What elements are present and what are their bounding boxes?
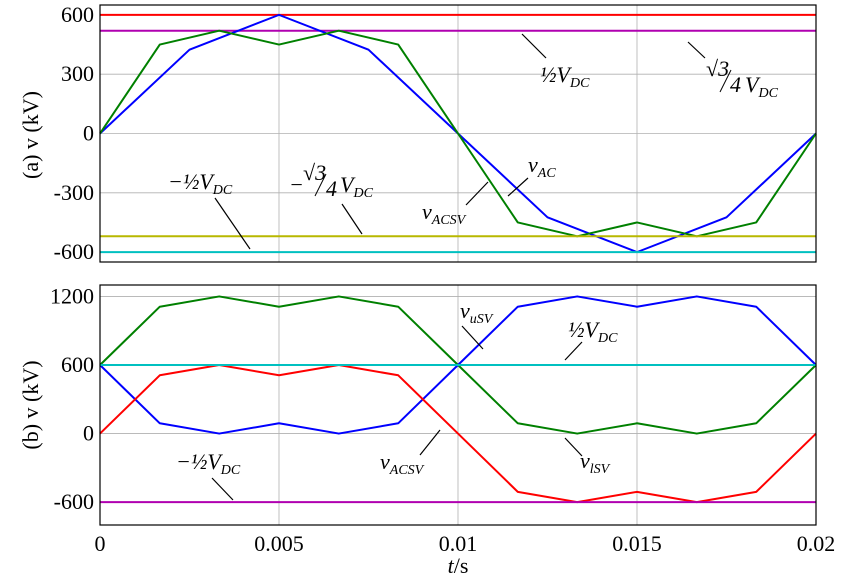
annotation-vusv-b: vuSV <box>460 298 494 350</box>
panel-a-series <box>99 13 817 254</box>
annotation-vacsv-b: vACSV <box>380 429 441 478</box>
panel-b-grid <box>100 285 816 525</box>
x-tick-label: 0.005 <box>254 531 304 556</box>
panel-b-frame <box>99 284 817 526</box>
vacsv-label-a: vACSV <box>422 199 467 228</box>
x-tick-label: 0.01 <box>439 531 478 556</box>
annotation-vac-a: vAC <box>507 152 556 197</box>
x-tick-label: 0 <box>95 531 106 556</box>
neg-sqrt3-vdc-label: VDC <box>340 172 374 201</box>
x-tick-label: 0.015 <box>612 531 662 556</box>
neg-sqrt3-minus: − <box>289 172 304 197</box>
x-axis-label: t/s <box>448 553 469 578</box>
y-tick-label: 600 <box>61 352 94 377</box>
vlsv-label: vlSV <box>580 448 611 477</box>
half-vdc-label-b: ½VDC <box>568 317 618 346</box>
annotation-vlsv-b: vlSV <box>564 437 611 477</box>
annotation-sqrt3-vdc-a: √3 4 VDC <box>687 41 779 101</box>
panel-b-series <box>99 295 817 504</box>
panel-a-ylabel: (a) v (kV) <box>18 91 43 179</box>
y-tick-label: 300 <box>61 61 94 86</box>
panel-b-xticks: 0 0.005 0.01 0.015 0.02 <box>95 531 836 556</box>
neg-sqrt3-numerator: √3 <box>303 160 326 185</box>
sqrt3-vdc-label: VDC <box>745 72 779 101</box>
panel-a-frame <box>99 4 817 263</box>
y-tick-label: -600 <box>54 239 94 264</box>
sqrt3-numerator: √3 <box>706 56 729 81</box>
panel-b-yticks: 1200 600 0 -600 <box>50 283 94 514</box>
vac-label: vAC <box>528 152 556 181</box>
annotation-half-vdc-b: ½VDC <box>564 317 618 361</box>
y-tick-label: -300 <box>54 180 94 205</box>
y-tick-label: -600 <box>54 489 94 514</box>
annotation-vacsv-a: vACSV <box>422 181 489 228</box>
y-tick-label: 0 <box>83 421 94 446</box>
panel-b-ylabel: (b) v (kV) <box>18 360 43 449</box>
y-tick-label: 600 <box>61 2 94 27</box>
annotation-neg-half-vdc-b: −½VDC <box>176 449 241 501</box>
annotation-neg-sqrt3-vdc-a: − √3 4 VDC <box>289 160 374 235</box>
panel-a-yticks: 600 300 0 -300 -600 <box>54 2 94 264</box>
half-vdc-label: ½VDC <box>540 62 590 91</box>
y-tick-label: 1200 <box>50 283 94 308</box>
annotation-neg-half-vdc-a: −½VDC <box>168 169 251 250</box>
x-tick-label: 0.02 <box>797 531 836 556</box>
neg-half-vdc-label-b: −½VDC <box>176 449 241 478</box>
vusv-label: vuSV <box>460 298 494 327</box>
y-tick-label: 0 <box>83 121 94 146</box>
annotation-half-vdc-a: ½VDC <box>521 33 590 91</box>
sqrt3-denominator: 4 <box>730 72 741 97</box>
vacsv-label-b: vACSV <box>380 449 425 478</box>
panel-a: 600 300 0 -300 -600 (a) v (kV) ½VDC √3 4 VDC… <box>18 2 817 264</box>
neg-sqrt3-denominator: 4 <box>326 176 337 201</box>
neg-half-vdc-label-a: −½VDC <box>168 169 233 198</box>
